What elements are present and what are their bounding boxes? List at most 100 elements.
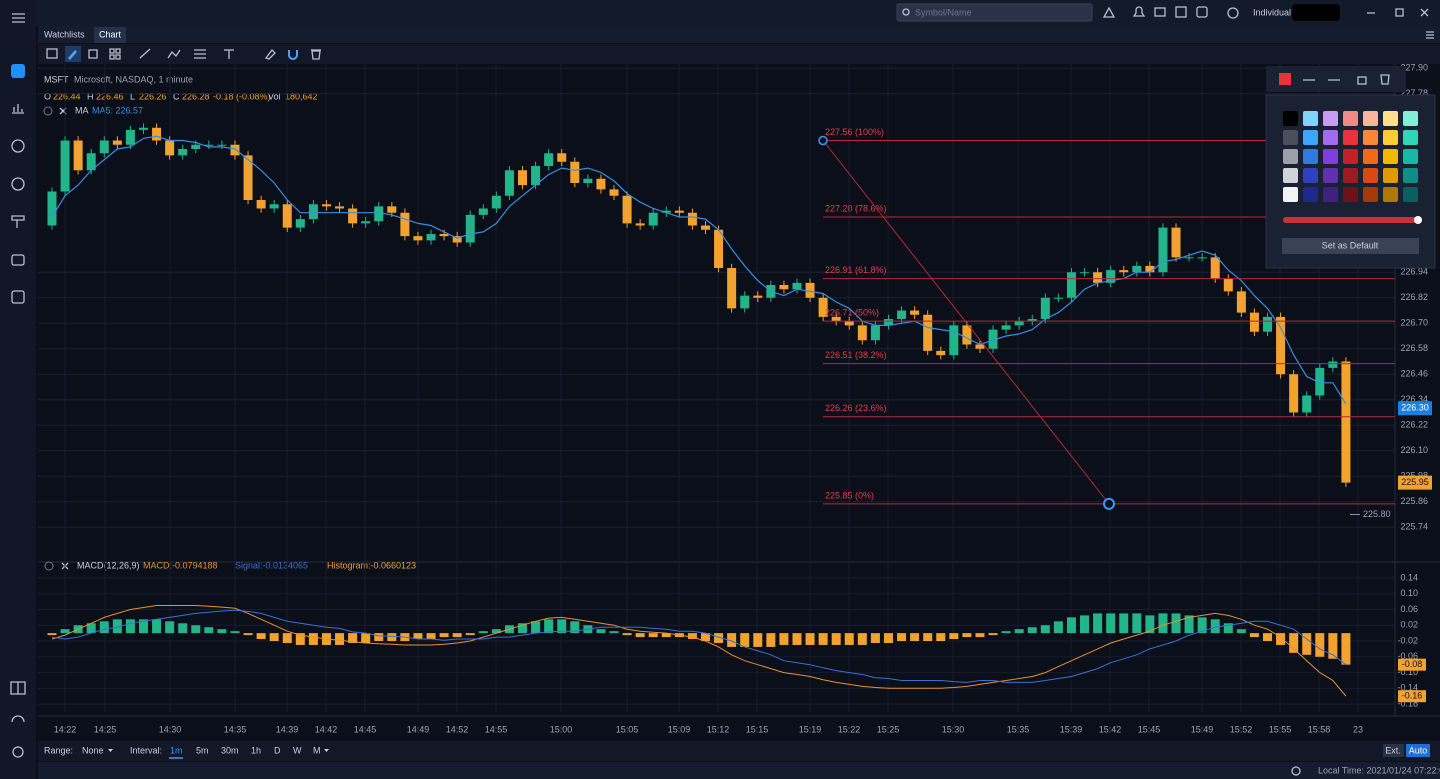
x-tick-label: 15:05 [616, 724, 639, 734]
tools-icon[interactable] [11, 215, 25, 228]
search-icon[interactable] [11, 177, 25, 191]
macd-settings[interactable] [44, 561, 54, 571]
tool-icon[interactable] [68, 50, 77, 60]
bell-icon[interactable] [1132, 6, 1146, 17]
color-swatch[interactable] [1343, 130, 1358, 145]
account-name[interactable]: Individual [1253, 7, 1291, 17]
color-swatch[interactable] [1403, 187, 1418, 202]
mail-icon[interactable] [1154, 7, 1166, 17]
tool-icon[interactable] [167, 49, 181, 59]
home-icon[interactable] [1102, 6, 1116, 18]
color-swatch[interactable] [1363, 149, 1378, 164]
color-swatch[interactable] [1383, 130, 1398, 145]
lock-toggle[interactable] [1357, 76, 1367, 85]
color-swatch[interactable] [1403, 149, 1418, 164]
color-swatch[interactable] [1383, 168, 1398, 183]
histogram-bar [557, 619, 567, 634]
set-default-button[interactable] [1282, 238, 1419, 254]
color-swatch[interactable] [1343, 149, 1358, 164]
opacity-slider[interactable] [1283, 217, 1418, 223]
color-swatch[interactable] [1363, 111, 1378, 126]
color-swatch[interactable] [1363, 168, 1378, 183]
color-swatch[interactable] [1323, 130, 1338, 145]
tool-icon[interactable] [109, 48, 121, 60]
interval-option[interactable]: 30m [221, 745, 239, 755]
color-swatch[interactable] [1283, 111, 1298, 126]
histogram-bar [1236, 629, 1246, 634]
interval-option[interactable]: 5m [196, 745, 209, 755]
lock-icon[interactable] [1227, 7, 1239, 19]
color-swatch[interactable] [1343, 168, 1358, 183]
trash-icon[interactable] [311, 49, 321, 60]
search-field [896, 3, 1093, 22]
tool-icon[interactable] [224, 49, 234, 59]
color-swatch[interactable] [1283, 130, 1298, 145]
watchlist-icon[interactable] [11, 64, 25, 78]
support-icon[interactable] [11, 715, 25, 723]
color-swatch[interactable] [1283, 168, 1298, 183]
color-swatch[interactable] [1323, 149, 1338, 164]
color-swatch[interactable] [1403, 130, 1418, 145]
tool-icon[interactable] [46, 48, 58, 59]
dollar-icon[interactable] [11, 290, 25, 304]
box-icon[interactable] [1175, 6, 1187, 18]
ext-button[interactable]: Ext. [1385, 745, 1401, 755]
delete-drawing[interactable] [1380, 74, 1390, 85]
wallet-icon[interactable] [11, 254, 25, 266]
candle-body [661, 210, 671, 213]
color-swatch[interactable] [1283, 187, 1298, 202]
interval-option[interactable]: W [293, 745, 302, 755]
color-swatch[interactable] [1303, 111, 1318, 126]
color-swatch[interactable] [1343, 111, 1358, 126]
color-swatch[interactable] [1383, 187, 1398, 202]
candle-body [531, 166, 541, 186]
interval-option[interactable]: D [274, 745, 281, 755]
tab-chart[interactable]: Chart [99, 29, 122, 39]
tool-icon[interactable] [264, 49, 276, 60]
color-swatch[interactable] [1303, 130, 1318, 145]
histogram-bar [47, 633, 57, 636]
range-value[interactable]: None [82, 745, 104, 755]
color-swatch[interactable] [1303, 168, 1318, 183]
refresh-icon[interactable] [1291, 766, 1301, 776]
menu-button[interactable] [12, 13, 25, 23]
chart-icon[interactable] [12, 104, 24, 114]
wallet-top-icon[interactable] [1196, 6, 1208, 18]
slider-thumb[interactable] [1414, 216, 1422, 224]
ma-settings[interactable] [43, 106, 53, 116]
color-swatch[interactable] [1323, 111, 1338, 126]
tool-icon[interactable] [88, 49, 98, 59]
color-swatch[interactable] [1383, 111, 1398, 126]
color-swatch[interactable] [1343, 187, 1358, 202]
tool-icon[interactable] [139, 48, 151, 59]
tool-icon[interactable] [194, 49, 206, 59]
panel-menu[interactable] [1426, 31, 1434, 39]
interval-option[interactable]: 1m [170, 745, 183, 755]
magnet-icon[interactable] [288, 50, 298, 60]
color-swatch[interactable] [1383, 149, 1398, 164]
tab-watchlists[interactable]: Watchlists [44, 29, 85, 39]
interval-option[interactable]: M [313, 745, 321, 755]
settings-icon[interactable] [12, 746, 24, 758]
color-swatch[interactable] [1323, 187, 1338, 202]
search-box[interactable]: Symbol/Name [896, 3, 1093, 22]
window-controls[interactable] [1367, 8, 1429, 17]
auto-button[interactable]: Auto [1409, 745, 1428, 755]
globe-icon[interactable] [11, 139, 25, 153]
color-swatch[interactable] [1303, 149, 1318, 164]
color-swatch[interactable] [1303, 187, 1318, 202]
ohlc-key: C [173, 91, 180, 101]
color-swatch[interactable] [1403, 168, 1418, 183]
search-placeholder: Symbol/Name [915, 7, 972, 17]
color-swatch[interactable] [1363, 130, 1378, 145]
y-tick-label: 226.58 [1400, 343, 1428, 353]
book-icon[interactable] [10, 681, 26, 695]
x-tick-label: 15:42 [1099, 724, 1122, 734]
color-swatch[interactable] [1363, 187, 1378, 202]
interval-option[interactable]: 1h [251, 745, 261, 755]
current-color[interactable] [1279, 73, 1291, 85]
color-swatch[interactable] [1403, 111, 1418, 126]
histogram-bar [1315, 633, 1325, 657]
color-swatch[interactable] [1323, 168, 1338, 183]
color-swatch[interactable] [1283, 149, 1298, 164]
